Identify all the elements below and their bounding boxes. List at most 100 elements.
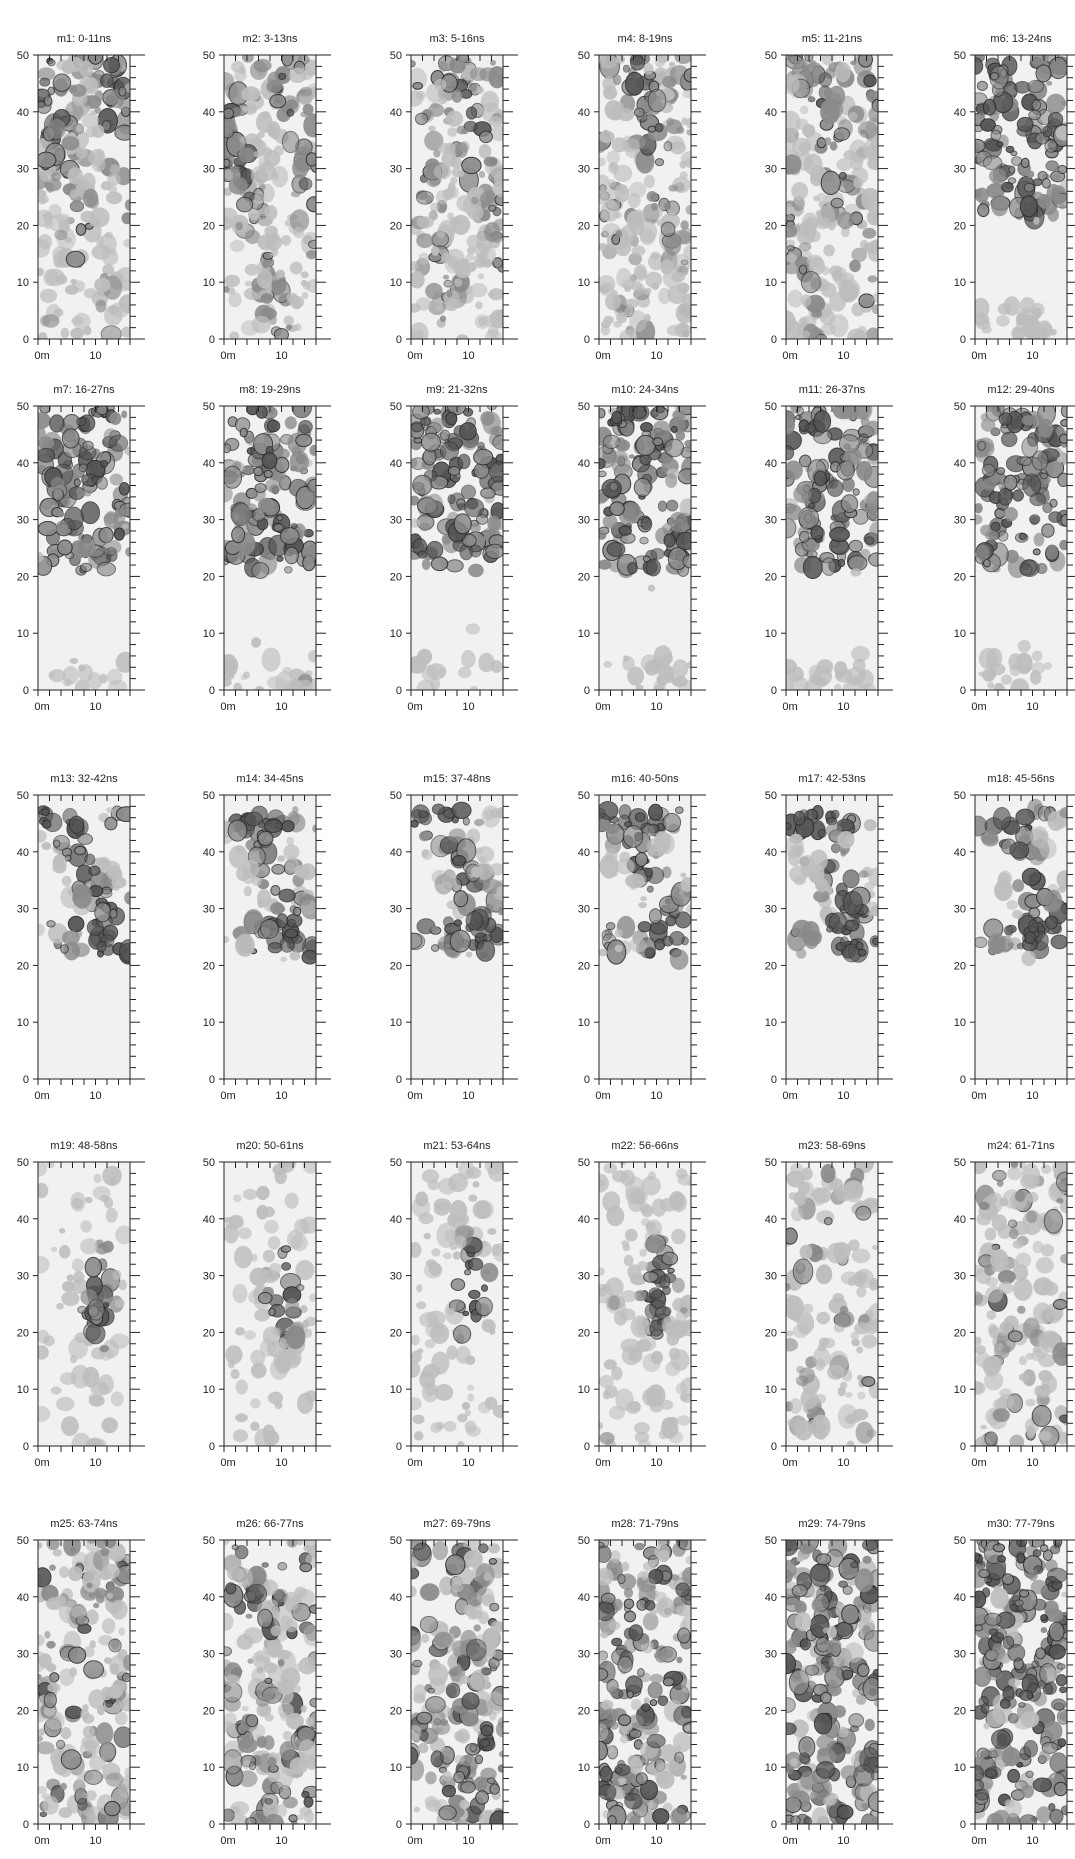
depth-slice-panel: m4: 8-19ns 0 10 20 30 40 50 0m 10 [578,33,706,362]
y-tick-label: 10 [954,1017,966,1029]
y-tick-label: 40 [390,1214,402,1226]
x-tick-label: 10 [650,1457,662,1469]
x-tick-label: 0m [782,701,797,713]
y-tick-label: 40 [578,1214,590,1226]
amplitude-texture [38,1540,130,1824]
y-tick-label: 40 [17,1592,29,1604]
amplitude-texture [38,1162,130,1446]
panel-title: m25: 63-74ns [50,1518,118,1530]
x-tick-label: 10 [1026,701,1038,713]
x-tick-label: 0m [220,701,235,713]
x-tick-label: 10 [650,701,662,713]
y-tick-label: 0 [584,1074,590,1086]
panel-axes [970,54,1075,345]
x-tick-label: 0m [407,350,422,362]
panel-title: m28: 71-79ns [611,1518,679,1530]
y-tick-label: 30 [765,904,777,916]
y-tick-label: 40 [954,1592,966,1604]
y-tick-label: 0 [771,685,777,697]
x-tick-label: 10 [89,1090,101,1102]
y-tick-label: 20 [765,220,777,232]
y-tick-label: 10 [578,628,590,640]
x-tick-label: 0m [782,1457,797,1469]
depth-slice-panel: m29: 74-79ns 0 10 20 30 40 50 0m 10 [765,1518,893,1847]
panel-axes [406,54,518,345]
y-tick-label: 20 [578,1705,590,1717]
x-tick-label: 0m [595,1457,610,1469]
amplitude-texture [411,1540,503,1824]
y-tick-label: 50 [203,401,215,413]
y-tick-label: 50 [390,1157,402,1169]
y-tick-label: 40 [390,107,402,119]
amplitude-texture [975,1162,1067,1446]
x-tick-label: 0m [782,1835,797,1847]
x-tick-label: 0m [971,1090,986,1102]
panel-axes [970,1161,1075,1452]
y-tick-label: 40 [578,847,590,859]
y-tick-label: 10 [954,277,966,289]
x-tick-label: 0m [595,350,610,362]
y-tick-label: 20 [203,1327,215,1339]
x-tick-label: 10 [650,350,662,362]
panel-title: m10: 24-34ns [611,384,679,396]
y-tick-label: 0 [771,334,777,346]
panel-title: m27: 69-79ns [423,1518,491,1530]
amplitude-texture [224,406,316,690]
depth-slice-panel: m25: 63-74ns 0 10 20 30 40 50 0m 10 [17,1518,145,1847]
y-tick-label: 10 [203,1762,215,1774]
amplitude-texture [975,55,1067,339]
y-tick-label: 0 [960,685,966,697]
panel-title: m20: 50-61ns [236,1140,304,1152]
y-tick-label: 50 [578,1535,590,1547]
amplitude-texture [599,406,691,690]
y-tick-label: 0 [771,1074,777,1086]
depth-slice-panel: m5: 11-21ns 0 10 20 30 40 50 0m 10 [765,33,893,362]
depth-slice-panel: m12: 29-40ns 0 10 20 30 40 50 0m 10 [954,384,1075,713]
amplitude-texture [411,406,503,690]
y-tick-label: 10 [390,1762,402,1774]
y-tick-label: 40 [765,1214,777,1226]
panel-title: m14: 34-45ns [236,773,304,785]
y-tick-label: 0 [584,685,590,697]
panel-axes [219,794,331,1085]
y-tick-label: 50 [390,50,402,62]
depth-slice-panel: m27: 69-79ns 0 10 20 30 40 50 0m 10 [390,1518,518,1847]
x-tick-label: 0m [407,1835,422,1847]
panel-axes [406,1161,518,1452]
y-tick-label: 20 [17,960,29,972]
depth-slice-panel: m2: 3-13ns 0 10 20 30 40 50 0m 10 [203,33,331,362]
panel-axes [594,1161,706,1452]
y-tick-label: 20 [954,571,966,583]
panel-title: m5: 11-21ns [802,33,863,45]
y-tick-label: 0 [960,334,966,346]
x-tick-label: 0m [595,1090,610,1102]
y-tick-label: 10 [390,277,402,289]
x-tick-label: 10 [89,1457,101,1469]
y-tick-label: 50 [954,1535,966,1547]
y-tick-label: 50 [203,50,215,62]
panel-title: m9: 21-32ns [426,384,488,396]
panel-axes [219,1539,331,1830]
y-tick-label: 50 [954,401,966,413]
amplitude-texture [599,1540,691,1824]
y-tick-label: 40 [765,107,777,119]
y-tick-label: 0 [396,334,402,346]
panel-axes [781,1539,893,1830]
panel-axes [33,1161,145,1452]
y-tick-label: 30 [954,515,966,527]
panel-title: m17: 42-53ns [798,773,866,785]
y-tick-label: 10 [954,1762,966,1774]
y-tick-label: 0 [209,1441,215,1453]
depth-slice-panel: m7: 16-27ns 0 10 20 30 40 50 0m 10 [17,384,145,713]
y-tick-label: 40 [765,458,777,470]
depth-slice-panel: m17: 42-53ns 0 10 20 30 40 50 0m 10 [765,773,893,1102]
y-tick-label: 10 [17,1762,29,1774]
amplitude-texture [786,805,878,963]
panel-axes [594,1539,706,1830]
y-tick-label: 40 [954,1214,966,1226]
depth-slice-panel: m20: 50-61ns 0 10 20 30 40 50 0m 10 [203,1140,331,1469]
amplitude-texture [786,55,878,339]
y-tick-label: 20 [954,220,966,232]
x-tick-label: 0m [595,701,610,713]
